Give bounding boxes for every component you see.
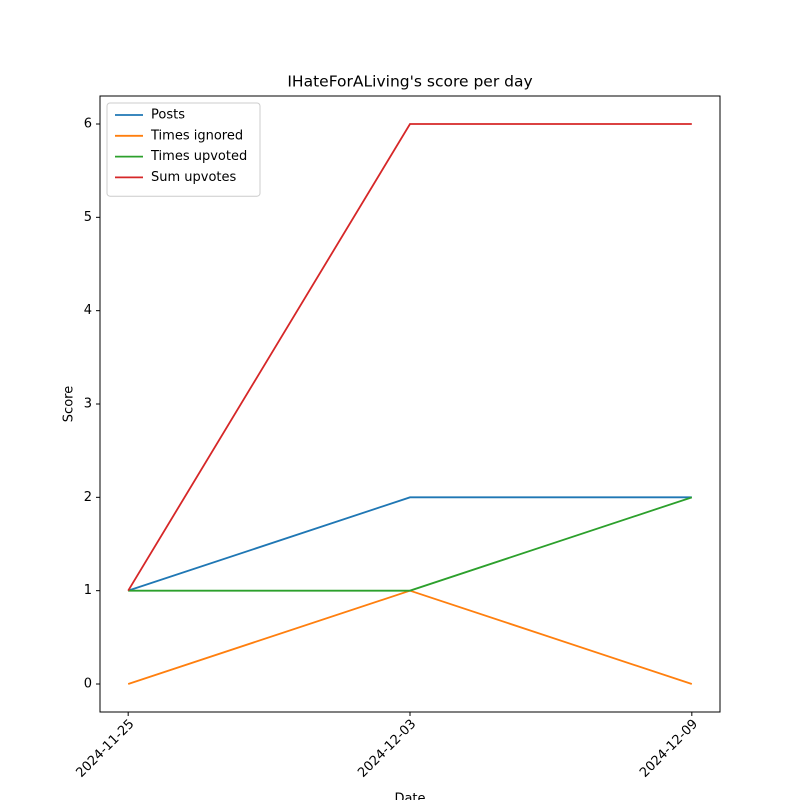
legend-label: Times upvoted — [150, 149, 247, 164]
plot-frame — [99, 95, 721, 713]
legend-box — [106, 102, 261, 197]
x-axis-label: Date — [394, 792, 425, 800]
y-tick-label: 1 — [84, 583, 92, 598]
legend-label: Sum upvotes — [151, 170, 237, 185]
y-tick-label: 3 — [84, 397, 92, 412]
x-tick-label: 2024-11-25 — [73, 717, 137, 781]
y-tick-label: 2 — [84, 490, 92, 505]
legend-label: Posts — [151, 108, 185, 123]
legend-label: Times ignored — [150, 128, 243, 143]
series-line — [128, 496, 693, 592]
y-tick-label: 6 — [84, 117, 92, 132]
series-line — [127, 123, 692, 592]
y-tick-label: 5 — [84, 210, 92, 225]
y-tick-label: 4 — [84, 303, 92, 318]
x-tick-label: 2024-12-03 — [355, 717, 419, 781]
series-line — [127, 589, 693, 685]
series-line — [127, 496, 692, 592]
x-tick-label: 2024-12-09 — [637, 717, 701, 781]
chart-title: IHateForALiving's score per day — [287, 73, 532, 91]
y-axis-label: Score — [62, 386, 77, 422]
y-tick-label: 0 — [84, 677, 92, 692]
